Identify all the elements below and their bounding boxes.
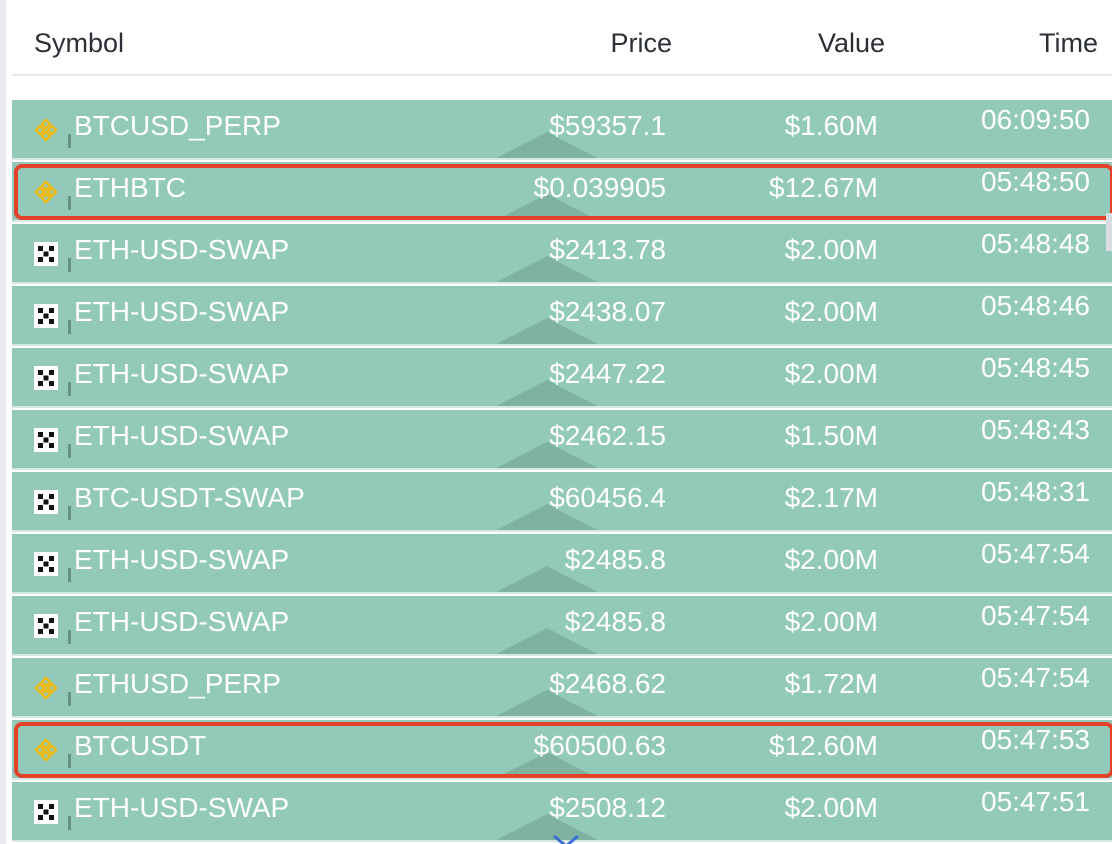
table-row[interactable]: ETH-USD-SWAP $2447.22 $2.00M 05:48:45 — [12, 348, 1112, 408]
table-header: Symbol Price Value Time — [12, 0, 1112, 76]
row-value: $12.60M — [769, 730, 878, 761]
row-symbol: BTCUSD_PERP — [74, 110, 281, 141]
row-symbol: ETH-USD-SWAP — [74, 544, 290, 575]
row-symbol: ETH-USD-SWAP — [74, 792, 290, 823]
okx-icon — [34, 490, 58, 514]
row-symbol: ETH-USD-SWAP — [74, 358, 290, 389]
binance-icon — [34, 180, 58, 204]
row-symbol: ETH-USD-SWAP — [74, 606, 290, 637]
row-value: $2.00M — [784, 606, 878, 637]
table-row[interactable]: ETH-USD-SWAP $2485.8 $2.00M 05:47:54 — [12, 596, 1112, 656]
table-row[interactable]: BTC-USDT-SWAP $60456.4 $2.17M 05:48:31 — [12, 472, 1112, 532]
background-tick — [68, 444, 71, 458]
okx-icon — [34, 552, 58, 576]
binance-icon — [34, 676, 58, 700]
row-value: $12.67M — [769, 172, 878, 203]
row-value: $2.00M — [784, 296, 878, 327]
row-price: $60500.63 — [533, 730, 666, 761]
okx-icon — [34, 800, 58, 824]
okx-icon — [34, 242, 58, 266]
column-header-value[interactable]: Value — [817, 28, 885, 58]
binance-icon — [34, 738, 58, 762]
background-tick — [68, 134, 71, 148]
table-row[interactable]: ETH-USD-SWAP $2438.07 $2.00M 05:48:46 — [12, 286, 1112, 346]
row-value: $2.00M — [784, 358, 878, 389]
row-price: $2485.8 — [564, 544, 666, 575]
row-value: $1.50M — [784, 420, 878, 451]
background-tick — [68, 320, 71, 334]
background-tick — [68, 754, 71, 768]
okx-icon — [34, 614, 58, 638]
row-symbol: BTC-USDT-SWAP — [74, 482, 305, 513]
row-value: $2.00M — [784, 792, 878, 823]
row-time: 05:48:48 — [981, 228, 1090, 259]
row-time: 06:09:50 — [981, 104, 1090, 135]
column-header-symbol[interactable]: Symbol — [34, 28, 125, 58]
table-row[interactable]: BTCUSD_PERP $59357.1 $1.60M 06:09:50 — [12, 100, 1112, 160]
row-symbol: ETH-USD-SWAP — [74, 296, 290, 327]
row-price: $2468.62 — [549, 668, 666, 699]
background-tick — [68, 630, 71, 644]
row-price: $0.039905 — [533, 172, 666, 203]
table-row[interactable]: ETH-USD-SWAP $2508.12 $2.00M 05:47:51 — [12, 782, 1112, 842]
okx-icon — [34, 366, 58, 390]
row-symbol: ETH-USD-SWAP — [74, 420, 290, 451]
row-value: $1.72M — [784, 668, 878, 699]
table-row[interactable]: ETHUSD_PERP $2468.62 $1.72M 05:47:54 — [12, 658, 1112, 718]
row-symbol: BTCUSDT — [74, 730, 207, 761]
row-price: $2413.78 — [549, 234, 666, 265]
row-symbol: ETHBTC — [74, 172, 186, 203]
row-value: $2.00M — [784, 544, 878, 575]
row-price: $2447.22 — [549, 358, 666, 389]
okx-icon — [34, 428, 58, 452]
row-time: 05:48:31 — [981, 476, 1090, 507]
row-time: 05:48:45 — [981, 352, 1090, 383]
binance-icon — [34, 118, 58, 142]
chevron-down-icon[interactable] — [552, 834, 580, 844]
column-header-time[interactable]: Time — [1039, 28, 1098, 58]
row-time: 05:47:51 — [981, 786, 1090, 817]
background-tick — [68, 506, 71, 520]
row-time: 05:47:54 — [981, 662, 1090, 693]
row-price: $2462.15 — [549, 420, 666, 451]
background-tick — [68, 258, 71, 272]
table-row[interactable]: BTCUSDT $60500.63 $12.60M 05:47:53 — [12, 720, 1112, 780]
scrollbar-thumb[interactable] — [1106, 213, 1112, 251]
background-tick — [68, 382, 71, 396]
table-row[interactable]: ETH-USD-SWAP $2462.15 $1.50M 05:48:43 — [12, 410, 1112, 470]
table-row[interactable]: ETHBTC $0.039905 $12.67M 05:48:50 — [12, 162, 1112, 222]
row-value: $1.60M — [784, 110, 878, 141]
row-time: 05:48:43 — [981, 414, 1090, 445]
row-time: 05:48:46 — [981, 290, 1090, 321]
background-tick — [68, 692, 71, 706]
column-header-price[interactable]: Price — [610, 28, 672, 58]
row-symbol: ETH-USD-SWAP — [74, 234, 290, 265]
row-value: $2.17M — [784, 482, 878, 513]
trades-table-body: BTCUSD_PERP $59357.1 $1.60M 06:09:50 ETHBTC $… — [12, 100, 1112, 844]
row-time: 05:47:54 — [981, 538, 1090, 569]
row-price: $60456.4 — [549, 482, 666, 513]
background-tick — [68, 816, 71, 830]
table-row[interactable]: ETH-USD-SWAP $2485.8 $2.00M 05:47:54 — [12, 534, 1112, 594]
row-value: $2.00M — [784, 234, 878, 265]
background-tick — [68, 196, 71, 210]
row-time: 05:48:50 — [981, 166, 1090, 197]
row-price: $2438.07 — [549, 296, 666, 327]
row-price: $2485.8 — [564, 606, 666, 637]
row-price: $59357.1 — [549, 110, 666, 141]
okx-icon — [34, 304, 58, 328]
table-row[interactable]: ETH-USD-SWAP $2413.78 $2.00M 05:48:48 — [12, 224, 1112, 284]
row-time: 05:47:54 — [981, 600, 1090, 631]
background-tick — [68, 568, 71, 582]
row-time: 05:47:53 — [981, 724, 1090, 755]
row-price: $2508.12 — [549, 792, 666, 823]
row-symbol: ETHUSD_PERP — [74, 668, 281, 699]
